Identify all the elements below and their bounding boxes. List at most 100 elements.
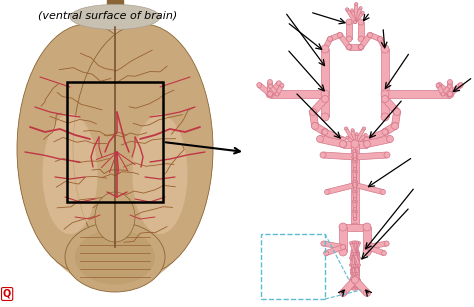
Circle shape xyxy=(377,37,383,41)
Circle shape xyxy=(354,263,356,265)
Circle shape xyxy=(354,157,356,161)
Circle shape xyxy=(354,21,356,24)
Circle shape xyxy=(382,129,388,135)
Circle shape xyxy=(354,263,356,265)
Circle shape xyxy=(354,265,356,267)
Polygon shape xyxy=(355,139,365,146)
Circle shape xyxy=(354,273,356,275)
Polygon shape xyxy=(438,83,452,96)
Circle shape xyxy=(352,250,355,252)
Circle shape xyxy=(356,273,358,275)
Circle shape xyxy=(381,90,389,98)
Circle shape xyxy=(358,36,364,42)
Circle shape xyxy=(357,287,360,290)
Circle shape xyxy=(354,169,357,173)
Polygon shape xyxy=(352,277,356,287)
Polygon shape xyxy=(354,181,357,189)
Polygon shape xyxy=(354,254,360,264)
Circle shape xyxy=(354,268,356,270)
Polygon shape xyxy=(366,129,386,143)
Polygon shape xyxy=(350,269,356,281)
Polygon shape xyxy=(354,274,356,282)
Circle shape xyxy=(354,21,356,24)
Circle shape xyxy=(352,280,354,282)
Circle shape xyxy=(354,278,356,280)
Polygon shape xyxy=(441,85,451,95)
Polygon shape xyxy=(354,279,358,289)
Circle shape xyxy=(354,177,356,181)
Circle shape xyxy=(354,273,356,275)
Circle shape xyxy=(441,92,445,96)
Polygon shape xyxy=(369,33,381,41)
Circle shape xyxy=(354,268,356,270)
Polygon shape xyxy=(339,227,347,252)
Circle shape xyxy=(267,91,273,96)
Circle shape xyxy=(353,210,356,212)
Circle shape xyxy=(354,278,356,280)
Circle shape xyxy=(355,2,358,6)
Polygon shape xyxy=(269,85,279,95)
Polygon shape xyxy=(355,152,387,160)
Polygon shape xyxy=(351,144,359,227)
Circle shape xyxy=(354,251,356,255)
Polygon shape xyxy=(354,242,358,254)
Circle shape xyxy=(354,259,356,262)
Polygon shape xyxy=(275,84,284,95)
Polygon shape xyxy=(351,266,356,274)
Circle shape xyxy=(353,150,356,153)
Circle shape xyxy=(354,253,356,255)
Circle shape xyxy=(367,33,373,37)
Circle shape xyxy=(310,108,317,115)
Polygon shape xyxy=(378,38,387,50)
Circle shape xyxy=(352,241,354,243)
Circle shape xyxy=(363,223,371,231)
Circle shape xyxy=(354,278,356,280)
Polygon shape xyxy=(310,97,328,115)
Circle shape xyxy=(354,142,356,146)
Circle shape xyxy=(354,275,356,278)
Polygon shape xyxy=(354,266,359,274)
Circle shape xyxy=(354,278,356,280)
Polygon shape xyxy=(383,97,400,115)
Polygon shape xyxy=(350,278,356,289)
Polygon shape xyxy=(352,269,356,279)
Circle shape xyxy=(356,265,358,267)
Circle shape xyxy=(357,268,360,271)
Circle shape xyxy=(354,263,356,265)
Polygon shape xyxy=(323,241,344,250)
Circle shape xyxy=(354,250,356,252)
Circle shape xyxy=(354,275,356,278)
Circle shape xyxy=(310,108,317,115)
Circle shape xyxy=(354,273,356,275)
Circle shape xyxy=(352,277,355,280)
Circle shape xyxy=(364,290,371,297)
Circle shape xyxy=(352,273,355,275)
Circle shape xyxy=(354,160,357,162)
Circle shape xyxy=(351,265,354,268)
Polygon shape xyxy=(352,266,356,274)
Polygon shape xyxy=(352,274,356,282)
Circle shape xyxy=(354,253,356,255)
Circle shape xyxy=(352,285,355,288)
Circle shape xyxy=(382,251,386,256)
Circle shape xyxy=(354,150,357,153)
Circle shape xyxy=(358,242,360,244)
Circle shape xyxy=(266,90,274,98)
Circle shape xyxy=(339,223,346,231)
Circle shape xyxy=(354,273,356,275)
Circle shape xyxy=(441,92,445,96)
Ellipse shape xyxy=(75,230,155,285)
Circle shape xyxy=(447,91,453,96)
Circle shape xyxy=(354,258,356,260)
Circle shape xyxy=(355,266,358,268)
Circle shape xyxy=(352,258,355,261)
Circle shape xyxy=(447,84,451,88)
Circle shape xyxy=(340,244,346,250)
Polygon shape xyxy=(354,266,357,274)
Polygon shape xyxy=(323,152,355,160)
Circle shape xyxy=(351,129,354,132)
Circle shape xyxy=(354,267,356,270)
Circle shape xyxy=(328,37,332,41)
Polygon shape xyxy=(359,33,372,49)
Circle shape xyxy=(322,129,328,135)
